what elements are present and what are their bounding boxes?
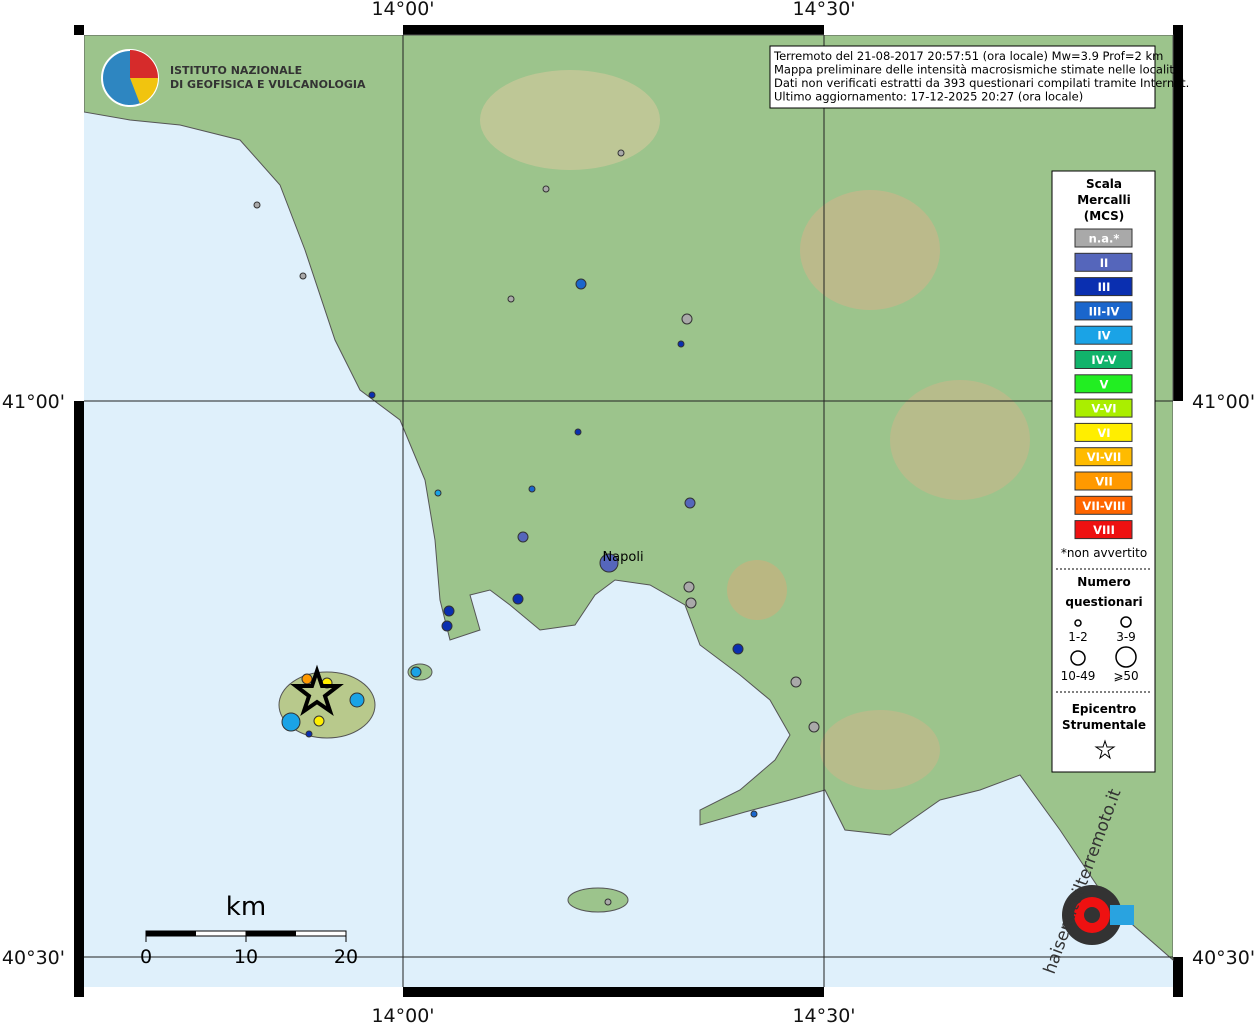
legend-swatch bbox=[1074, 495, 1133, 515]
capri bbox=[567, 887, 629, 913]
legend-label: VI bbox=[1097, 426, 1110, 440]
count-symbol bbox=[1120, 616, 1132, 628]
legend-title: (MCS) bbox=[1084, 209, 1125, 223]
legend: ScalaMercalli(MCS)n.a.*IIIIIIII-IVIVIV-V… bbox=[1056, 177, 1151, 760]
legend-title: Mercalli bbox=[1077, 193, 1131, 207]
legend-label: IV-V bbox=[1091, 353, 1116, 367]
count-label: 3-9 bbox=[1116, 630, 1136, 644]
count-label: 1-2 bbox=[1068, 630, 1088, 644]
count-title: Numero bbox=[1077, 575, 1130, 589]
scale-tick: 0 bbox=[140, 946, 152, 968]
legend-label: VIII bbox=[1093, 523, 1115, 537]
relief bbox=[890, 380, 1030, 500]
lat-label: 41°00' bbox=[1192, 391, 1255, 413]
legend-swatch bbox=[1074, 447, 1133, 467]
legend-swatch bbox=[1074, 471, 1133, 491]
legend-label: V bbox=[1100, 377, 1109, 391]
relief bbox=[480, 70, 660, 170]
info-line: Terremoto del 21-08-2017 20:57:51 (ora l… bbox=[773, 49, 1163, 63]
legend-swatch bbox=[1074, 277, 1133, 297]
legend-label: VI-VII bbox=[1087, 450, 1122, 464]
legend-label: III bbox=[1098, 280, 1111, 294]
info-text: Terremoto del 21-08-2017 20:57:51 (ora l… bbox=[773, 49, 1189, 104]
epicenter-title: Epicentro bbox=[1072, 702, 1137, 716]
info-box bbox=[769, 45, 1156, 109]
count-label: 10-49 bbox=[1061, 669, 1096, 683]
logo-text: ISTITUTO NAZIONALE bbox=[170, 64, 302, 77]
count-symbol bbox=[1115, 646, 1137, 668]
legend-label: II bbox=[1100, 256, 1109, 270]
lon-label: 14°00' bbox=[371, 0, 434, 20]
place-label: Napoli bbox=[602, 550, 643, 565]
frame-ticks bbox=[74, 25, 1183, 997]
count-symbol bbox=[1074, 619, 1082, 627]
legend-title: Scala bbox=[1086, 177, 1122, 191]
lon-label: 14°30' bbox=[792, 1005, 855, 1024]
scale-tick: 10 bbox=[234, 946, 258, 968]
legend-swatch bbox=[1074, 325, 1133, 345]
logo-text: DI GEOFISICA E VULCANOLOGIA bbox=[170, 78, 366, 91]
scale-tick: 20 bbox=[334, 946, 358, 968]
legend-swatch bbox=[1074, 422, 1133, 442]
legend-swatch bbox=[1074, 252, 1133, 272]
count-label: ⩾50 bbox=[1113, 669, 1138, 683]
logo: ISTITUTO NAZIONALE DI GEOFISICA E VULCAN… bbox=[101, 49, 366, 107]
legend-swatch bbox=[1074, 228, 1133, 248]
info-line: Mappa preliminare delle intensità macros… bbox=[774, 63, 1181, 77]
info-line: Dati non verificati estratti da 393 ques… bbox=[774, 76, 1189, 90]
epicenter bbox=[290, 664, 344, 717]
graticule bbox=[84, 35, 1173, 987]
epicenter-symbol bbox=[1094, 739, 1116, 760]
lon-label: 14°00' bbox=[371, 1005, 434, 1024]
lat-label: 40°30' bbox=[1192, 947, 1255, 969]
relief bbox=[820, 710, 940, 790]
legend-label: V-VI bbox=[1091, 402, 1116, 416]
legend-swatch bbox=[1074, 301, 1133, 321]
legend-label: IV bbox=[1097, 329, 1110, 343]
lon-label: 14°30' bbox=[792, 0, 855, 20]
legend-label: VII bbox=[1095, 475, 1112, 489]
epicenter-title: Strumentale bbox=[1062, 718, 1146, 732]
legend-label: III-IV bbox=[1089, 304, 1120, 318]
vesuvio bbox=[727, 560, 787, 620]
info-line: Ultimo aggiornamento: 17-12-2025 20:27 (… bbox=[774, 90, 1083, 104]
scale-unit: km bbox=[226, 892, 266, 922]
legend-swatch bbox=[1074, 520, 1133, 540]
legend-label: n.a.* bbox=[1089, 232, 1120, 246]
relief bbox=[800, 190, 940, 310]
lat-label: 41°00' bbox=[2, 391, 65, 413]
scale-bar: km 0 10 20 bbox=[140, 892, 358, 968]
count-title: questionari bbox=[1065, 595, 1142, 609]
lat-label: 40°30' bbox=[2, 947, 65, 969]
legend-note: *non avvertito bbox=[1061, 546, 1147, 560]
legend-label: VII-VIII bbox=[1082, 499, 1125, 513]
legend-swatch bbox=[1074, 374, 1133, 394]
count-symbol bbox=[1070, 650, 1086, 666]
legend-swatch bbox=[1074, 350, 1133, 369]
legend-swatch bbox=[1074, 398, 1133, 418]
